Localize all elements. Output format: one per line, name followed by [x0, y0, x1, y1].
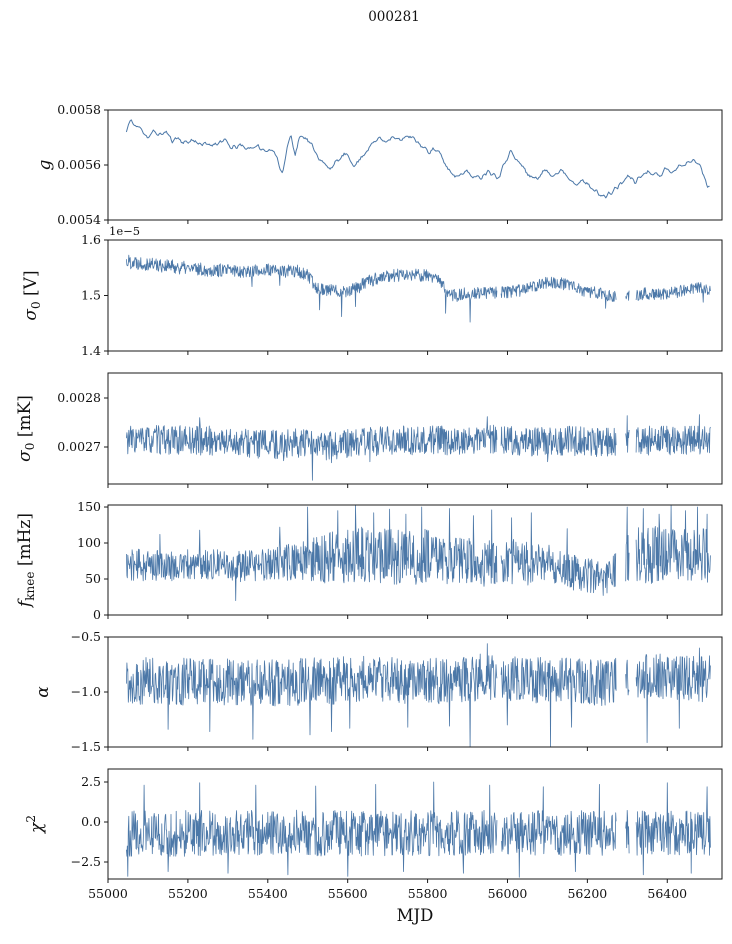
y-tick-label: 0.0028	[57, 390, 101, 405]
y-axis-title-fknee: fknee [mHz]	[15, 513, 37, 609]
panel-border	[107, 372, 723, 485]
x-tick-label: 56200	[567, 886, 607, 901]
x-tick-label: 55800	[408, 886, 448, 901]
panel-sigma0-V: 1.4 1.5 1.6 1e−5 σ0 [V]	[21, 224, 723, 358]
x-axis-label: MJD	[396, 906, 434, 925]
y-tick-label: −0.5	[71, 629, 101, 644]
panel-border	[107, 239, 723, 352]
y-tick-label: 1.4	[81, 343, 101, 358]
panel-border	[107, 109, 723, 221]
y-tick-label: 0.0058	[57, 102, 101, 117]
y-axis-title-sigma0-mK: σ0 [mK]	[15, 395, 37, 462]
y-tick-label: 0.0056	[57, 157, 101, 172]
y-tick-label: 0.0027	[57, 439, 101, 454]
series-line-sigma0-V	[126, 254, 711, 323]
y-tick-label: −1.5	[71, 739, 101, 754]
series-line-fknee	[126, 505, 711, 601]
y-tick-label: 1.5	[81, 288, 101, 303]
panel-fknee: 0 50 100 150 fknee [mHz]	[15, 499, 723, 622]
y-tick-label: 0.0054	[57, 212, 101, 227]
panel-g: 0.0054 0.0056 0.0058 g	[35, 102, 723, 227]
panel-border	[107, 504, 723, 616]
series-line-g	[125, 119, 710, 199]
x-tick-label: 56400	[647, 886, 687, 901]
series-line-alpha	[126, 643, 711, 748]
y-tick-label: 150	[77, 499, 101, 514]
x-tick-label: 55600	[328, 886, 368, 901]
y-tick-label: −1.0	[71, 684, 101, 699]
y-axis-title-sigma0-V: σ0 [V]	[21, 270, 43, 320]
y-axis-title-chi2: χ2	[24, 815, 47, 834]
y-tick-label: 100	[77, 535, 101, 550]
y-axis-title-alpha: α	[33, 686, 53, 698]
x-tick-label: 55200	[168, 886, 208, 901]
figure-title: 000281	[368, 9, 420, 25]
x-tick-label: 55000	[88, 886, 128, 901]
y-tick-label: 1.6	[81, 232, 101, 247]
y-axis-offset-label: 1e−5	[109, 224, 140, 238]
panel-border	[107, 768, 723, 880]
series-line-sigma0-mK	[126, 414, 711, 481]
y-tick-label: 0.0	[81, 814, 101, 829]
y-tick-label: 50	[85, 571, 101, 586]
y-axis-title-g: g	[35, 159, 55, 170]
y-tick-label: 0	[93, 607, 101, 622]
x-tick-label: 55400	[248, 886, 288, 901]
y-tick-label: −2.5	[71, 854, 101, 869]
series-line-chi2	[126, 781, 711, 878]
panel-chi2: −2.5 0.0 2.5 χ2	[24, 768, 723, 883]
panel-sigma0-mK: 0.0027 0.0028 σ0 [mK]	[15, 372, 723, 488]
x-tick-label: 56000	[488, 886, 528, 901]
panel-alpha: −1.5 −1.0 −0.5 α	[33, 629, 723, 754]
y-tick-label: 2.5	[81, 774, 101, 789]
